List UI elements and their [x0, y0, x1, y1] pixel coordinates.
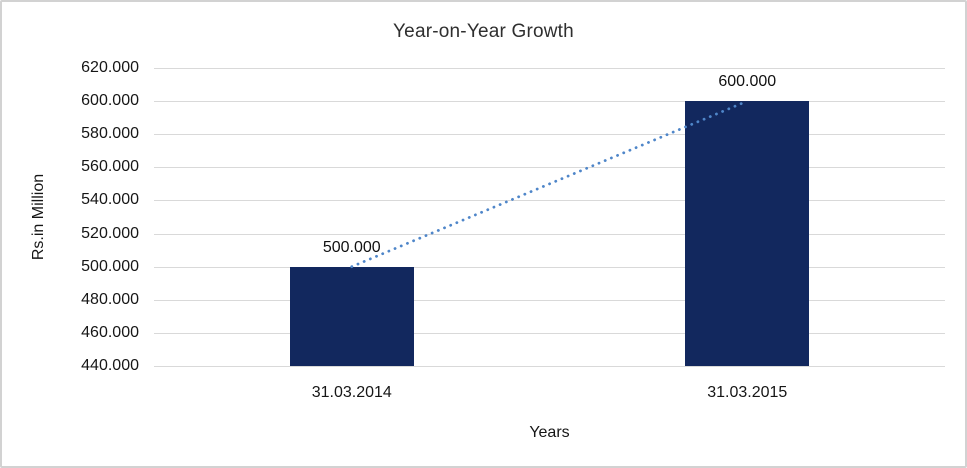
gridline	[154, 68, 945, 69]
gridline	[154, 101, 945, 103]
x-axis: 31.03.2014 31.03.2015	[154, 384, 945, 406]
plot-area: 500.000 600.000	[154, 68, 945, 367]
trendline	[350, 99, 749, 269]
trendline-line	[350, 99, 749, 269]
gridline	[154, 266, 945, 268]
x-tick-label: 31.03.2014	[311, 384, 392, 401]
y-tick-label: 520.000	[81, 224, 139, 242]
y-axis: 620.000 600.000 580.000 560.000 540.000 …	[2, 59, 139, 374]
y-tick-label: 460.000	[81, 323, 139, 341]
bar	[289, 266, 414, 366]
x-axis-title: Years	[529, 424, 570, 441]
bar-data-label: 500.000	[322, 238, 381, 256]
gridline	[154, 332, 945, 334]
y-tick-label: 540.000	[81, 191, 139, 209]
x-tick-label: 31.03.2015	[707, 384, 788, 401]
bar	[685, 101, 810, 366]
gridline	[154, 299, 945, 301]
y-tick-label: 440.000	[81, 357, 139, 374]
gridline	[154, 167, 945, 169]
gridline	[154, 200, 945, 202]
y-tick-label: 580.000	[81, 125, 139, 143]
chart-title: Year-on-Year Growth	[393, 21, 574, 42]
y-tick-label: 620.000	[81, 59, 139, 76]
y-tick-label: 600.000	[81, 92, 139, 110]
gridline	[154, 366, 945, 367]
y-tick-label: 560.000	[81, 158, 139, 176]
y-tick-label: 480.000	[81, 290, 139, 308]
bar-data-label: 600.000	[718, 73, 777, 91]
y-tick-label: 500.000	[81, 257, 139, 275]
gridline	[154, 233, 945, 235]
gridline	[154, 134, 945, 136]
